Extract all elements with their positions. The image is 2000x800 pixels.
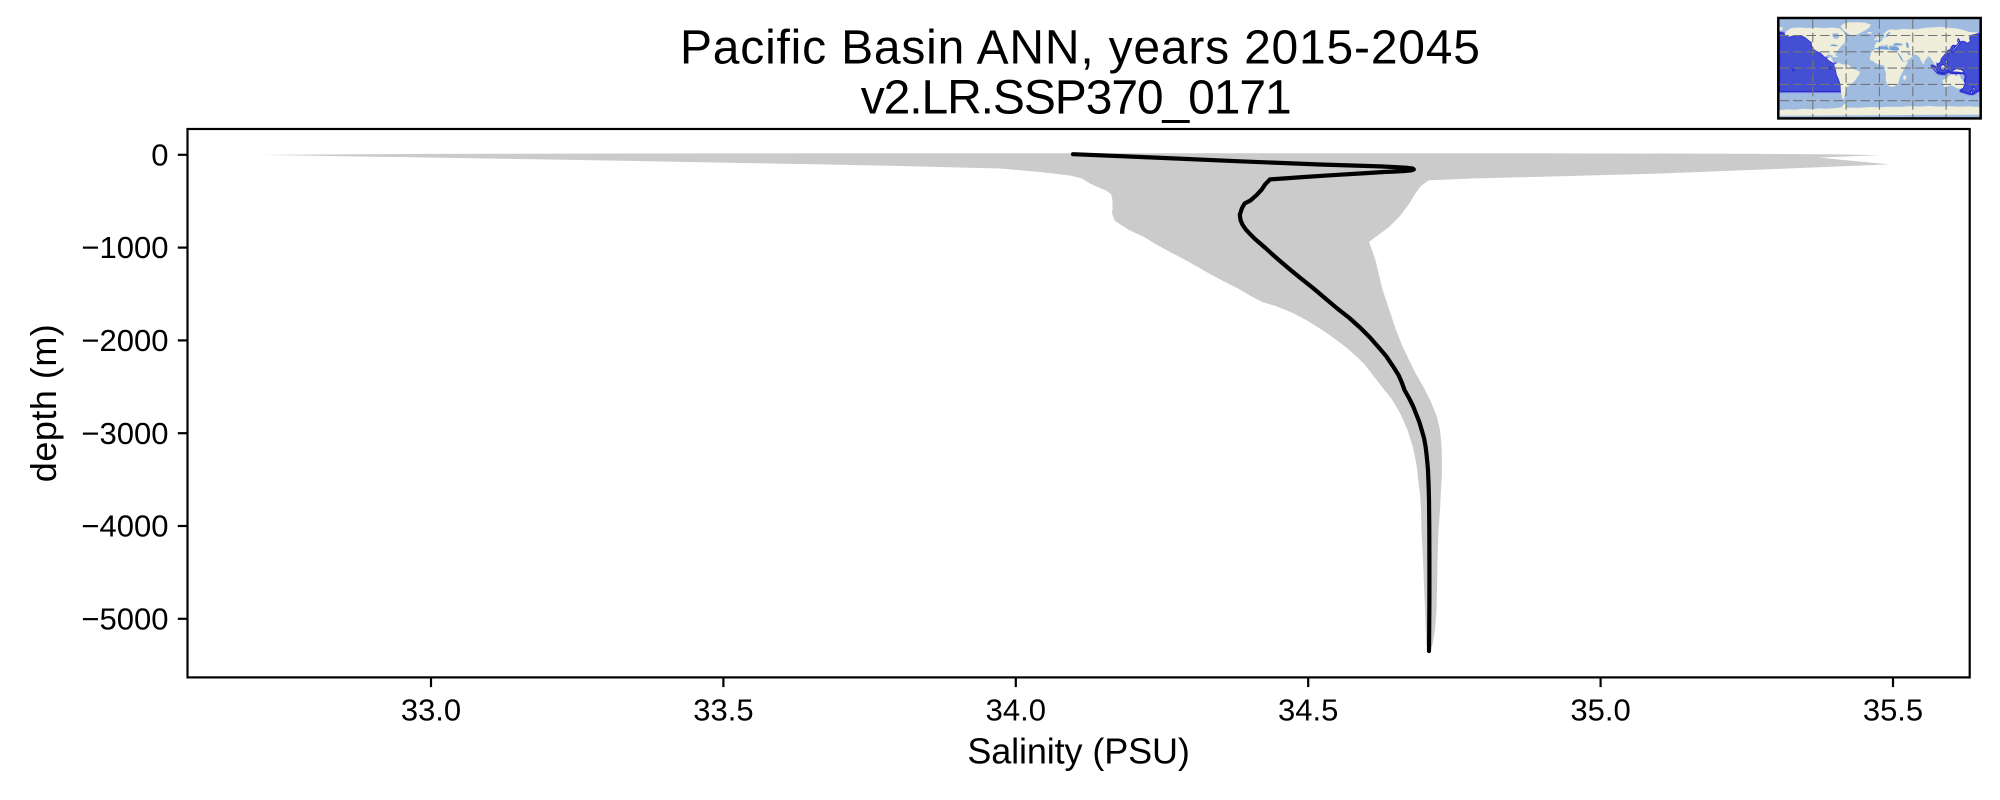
svg-text:v2.LR.SSP370_0171: v2.LR.SSP370_0171 <box>861 71 1292 124</box>
svg-text:−5000: −5000 <box>81 601 168 636</box>
svg-text:−3000: −3000 <box>81 416 168 451</box>
svg-text:34.5: 34.5 <box>1278 692 1338 727</box>
svg-text:0: 0 <box>151 137 168 172</box>
svg-text:−2000: −2000 <box>81 323 168 358</box>
svg-text:33.0: 33.0 <box>401 692 461 727</box>
svg-text:−1000: −1000 <box>81 230 168 265</box>
svg-text:33.5: 33.5 <box>693 692 753 727</box>
svg-text:−4000: −4000 <box>81 509 168 544</box>
svg-text:34.0: 34.0 <box>986 692 1046 727</box>
svg-text:35.5: 35.5 <box>1863 692 1923 727</box>
svg-text:Pacific Basin ANN, years 2015-: Pacific Basin ANN, years 2015-2045 <box>680 21 1480 74</box>
svg-text:35.0: 35.0 <box>1570 692 1630 727</box>
svg-text:Salinity (PSU): Salinity (PSU) <box>967 730 1190 771</box>
svg-text:depth (m): depth (m) <box>23 324 64 482</box>
